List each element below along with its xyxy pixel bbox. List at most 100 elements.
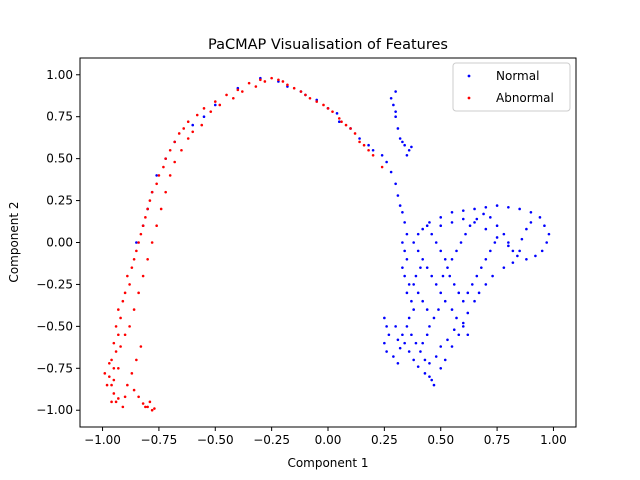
point-abnormal	[117, 366, 120, 370]
point-normal	[466, 333, 470, 337]
point-normal	[428, 361, 431, 365]
point-normal	[423, 358, 427, 362]
point-normal	[191, 123, 195, 127]
point-normal	[421, 227, 424, 231]
point-abnormal	[277, 78, 280, 82]
point-abnormal	[209, 110, 213, 113]
x-tick-label: −0.75	[141, 433, 178, 447]
point-abnormal	[139, 232, 143, 236]
point-abnormal	[108, 361, 111, 365]
point-normal	[529, 221, 533, 224]
point-normal	[493, 241, 497, 244]
point-abnormal	[155, 182, 158, 186]
y-tick-label: 0.75	[46, 110, 73, 124]
point-normal	[385, 160, 388, 164]
point-normal	[457, 333, 461, 337]
point-normal	[396, 361, 400, 365]
point-normal	[383, 316, 386, 320]
point-normal	[398, 137, 402, 140]
point-abnormal	[117, 333, 120, 337]
point-abnormal	[110, 358, 113, 362]
point-normal	[419, 266, 422, 269]
point-normal	[421, 299, 424, 303]
point-abnormal	[110, 383, 113, 387]
point-abnormal	[150, 408, 154, 412]
point-abnormal	[112, 366, 116, 370]
point-normal	[446, 338, 449, 342]
point-abnormal	[182, 127, 186, 130]
point-abnormal	[362, 143, 366, 147]
point-abnormal	[146, 257, 149, 261]
chart-title: PaCMAP Visualisation of Features	[208, 37, 448, 53]
y-tick-label: −1.00	[36, 403, 73, 417]
point-normal	[398, 204, 402, 207]
point-normal	[421, 341, 424, 345]
point-abnormal	[340, 120, 343, 124]
point-abnormal	[247, 81, 251, 85]
y-axis-label: Component 2	[7, 201, 21, 282]
point-abnormal	[259, 78, 262, 82]
point-normal	[466, 311, 470, 315]
point-abnormal	[263, 80, 267, 83]
point-normal	[502, 266, 506, 269]
point-normal	[461, 325, 465, 328]
point-normal	[410, 333, 413, 337]
point-abnormal	[137, 291, 140, 295]
point-normal	[507, 205, 510, 209]
x-axis-label: Component 1	[287, 456, 368, 470]
point-abnormal	[225, 93, 228, 97]
point-abnormal	[126, 383, 129, 387]
point-normal	[401, 211, 404, 214]
point-normal	[337, 120, 341, 124]
point-normal	[484, 257, 488, 261]
point-abnormal	[128, 325, 131, 328]
point-abnormal	[173, 160, 176, 164]
point-abnormal	[132, 257, 136, 261]
point-normal	[452, 283, 456, 286]
point-abnormal	[119, 316, 122, 320]
point-normal	[428, 375, 431, 378]
point-normal	[540, 249, 544, 253]
x-tick-label: 0.50	[427, 433, 454, 447]
point-normal	[432, 383, 436, 387]
point-normal	[525, 257, 528, 261]
point-normal	[489, 216, 492, 219]
point-abnormal	[168, 148, 172, 152]
point-abnormal	[117, 308, 120, 311]
point-normal	[446, 266, 449, 269]
point-normal	[511, 249, 515, 253]
point-abnormal	[292, 86, 296, 90]
point-normal	[466, 291, 470, 295]
point-abnormal	[105, 383, 109, 387]
point-normal	[412, 241, 415, 244]
point-normal	[434, 355, 438, 358]
point-abnormal	[349, 127, 352, 130]
point-abnormal	[337, 117, 341, 120]
legend-marker-abnormal	[467, 96, 471, 100]
point-normal	[430, 232, 434, 236]
point-normal	[407, 316, 411, 320]
point-abnormal	[114, 350, 118, 353]
point-normal	[401, 266, 404, 269]
point-normal	[394, 110, 397, 113]
point-abnormal	[162, 165, 165, 169]
x-axis-ticks: −1.00 −0.75 −0.50 −0.25 0.00 0.25 0.50 0.75 1.00	[84, 427, 567, 447]
point-normal	[525, 227, 528, 231]
point-normal	[443, 358, 447, 362]
point-abnormal	[103, 372, 107, 375]
point-normal	[412, 358, 415, 362]
point-abnormal	[286, 83, 289, 87]
legend-marker-normal	[467, 74, 471, 78]
point-normal	[423, 372, 427, 375]
point-abnormal	[139, 345, 143, 348]
point-abnormal	[367, 148, 370, 152]
point-normal	[401, 333, 404, 337]
x-tick-label: −0.25	[253, 433, 290, 447]
point-normal	[421, 257, 424, 261]
point-normal	[443, 299, 447, 303]
point-normal	[477, 291, 481, 295]
point-normal	[507, 241, 510, 244]
point-abnormal	[132, 388, 136, 392]
point-normal	[450, 308, 454, 311]
y-tick-label: 0.50	[46, 152, 73, 166]
